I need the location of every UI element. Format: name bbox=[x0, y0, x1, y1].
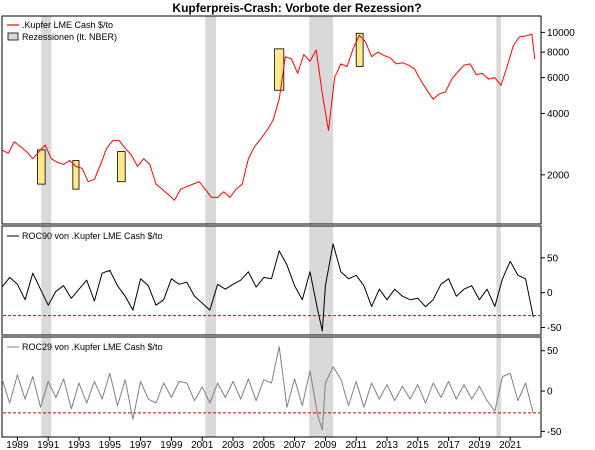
roc90-panel bbox=[1, 225, 542, 336]
roc29-legend-label: ROC29 von .Kupfer LME Cash $/to bbox=[22, 342, 163, 352]
y-tick-label-price-2: 6000 bbox=[547, 73, 570, 84]
recession-band-price-3 bbox=[496, 16, 501, 224]
x-tick-label-15: 2019 bbox=[468, 440, 491, 450]
roc29-panel bbox=[1, 336, 542, 438]
recession-band-price-2 bbox=[309, 16, 334, 224]
highlight-box-4 bbox=[355, 32, 364, 67]
x-tick-label-0: 1989 bbox=[6, 440, 29, 450]
x-tick-label-14: 2017 bbox=[437, 440, 460, 450]
recession-legend-swatch bbox=[7, 32, 19, 41]
series-line-roc29-0 bbox=[1, 346, 534, 431]
series-line-price-0 bbox=[1, 33, 536, 201]
y-tick-label-roc29-2: -50 bbox=[547, 427, 562, 438]
x-tick-label-12: 2013 bbox=[376, 440, 399, 450]
recession-band-roc90-2 bbox=[309, 226, 334, 335]
series-line-roc90-0 bbox=[1, 243, 534, 332]
recession-band-price-1 bbox=[205, 16, 217, 224]
y-tick-label-roc90-2: -50 bbox=[547, 323, 562, 334]
highlight-box-2 bbox=[117, 151, 126, 183]
y-tick-label-price-1: 4000 bbox=[547, 109, 570, 120]
y-tick-label-price-0: 2000 bbox=[547, 170, 570, 181]
x-tick-label-6: 2001 bbox=[191, 440, 214, 450]
recession-band-roc90-1 bbox=[205, 226, 217, 335]
x-tick-label-5: 1999 bbox=[160, 440, 183, 450]
recession-band-price-0 bbox=[41, 16, 52, 224]
price-legend: .Kupfer LME Cash $/to Rezessionen (lt. N… bbox=[7, 20, 117, 42]
x-tick-label-4: 1997 bbox=[129, 440, 152, 450]
x-tick-label-3: 1995 bbox=[99, 440, 122, 450]
x-tick-label-8: 2005 bbox=[253, 440, 276, 450]
x-tick-label-1: 1991 bbox=[37, 440, 60, 450]
recession-band-roc29-3 bbox=[496, 337, 501, 437]
recession-band-roc29-2 bbox=[309, 337, 334, 437]
series-lines bbox=[1, 33, 536, 431]
highlight-box-0 bbox=[37, 149, 46, 185]
reference-lines bbox=[3, 315, 540, 414]
highlight-box-3 bbox=[274, 48, 285, 91]
y-axis-ticks: 2000 4000 6000 8000 10000 50 0 -50 50 0 -50 bbox=[541, 28, 575, 438]
x-tick-label-9: 2007 bbox=[283, 440, 306, 450]
y-tick-label-roc29-0: 50 bbox=[547, 346, 559, 357]
y-tick-label-price-3: 8000 bbox=[547, 48, 570, 59]
x-tick-label-16: 2021 bbox=[499, 440, 522, 450]
x-tick-label-13: 2015 bbox=[407, 440, 430, 450]
roc90-legend: ROC90 von .Kupfer LME Cash $/to bbox=[7, 231, 163, 241]
recession-band-roc90-3 bbox=[496, 226, 501, 335]
x-tick-label-11: 2011 bbox=[345, 440, 367, 450]
y-tick-label-roc90-1: 0 bbox=[547, 288, 553, 299]
highlight-box-1 bbox=[72, 160, 80, 190]
chart-title: Kupferpreis-Crash: Vorbote der Rezession… bbox=[172, 1, 421, 15]
price-panel bbox=[1, 15, 542, 225]
recession-band-roc29-1 bbox=[205, 337, 217, 437]
y-tick-label-roc90-0: 50 bbox=[547, 253, 559, 264]
roc29-legend: ROC29 von .Kupfer LME Cash $/to bbox=[7, 342, 163, 352]
y-tick-label-roc29-1: 0 bbox=[547, 387, 553, 398]
recession-band-roc90-0 bbox=[41, 226, 52, 335]
x-tick-label-2: 1993 bbox=[68, 440, 91, 450]
roc90-legend-label: ROC90 von .Kupfer LME Cash $/to bbox=[22, 231, 163, 241]
x-tick-label-10: 2009 bbox=[314, 440, 337, 450]
x-tick-label-7: 2003 bbox=[222, 440, 245, 450]
recession-legend-label: Rezessionen (lt. NBER) bbox=[22, 32, 117, 42]
x-axis-ticks: 1989 1991 1993 1995 1997 1999 2001 2003 2005 2007… bbox=[6, 437, 522, 450]
price-legend-label: .Kupfer LME Cash $/to bbox=[22, 20, 113, 30]
y-tick-label-price-4: 10000 bbox=[547, 28, 575, 39]
